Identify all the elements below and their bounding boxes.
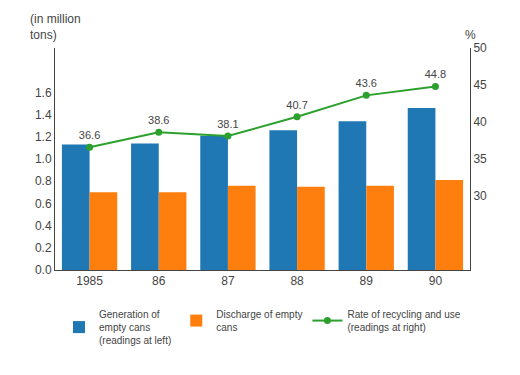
svg-text:0.2: 0.2: [35, 241, 52, 255]
svg-text:1.0: 1.0: [35, 152, 52, 166]
svg-text:40.7: 40.7: [286, 99, 307, 111]
svg-text:1.6: 1.6: [35, 86, 52, 100]
svg-text:38.1: 38.1: [217, 118, 238, 130]
svg-text:0.8: 0.8: [35, 174, 52, 188]
svg-text:36.6: 36.6: [79, 129, 100, 141]
svg-text:0.0: 0.0: [35, 263, 52, 277]
svg-text:(in milliontons): (in milliontons): [30, 12, 81, 42]
svg-text:43.6: 43.6: [356, 77, 377, 89]
svg-text:89: 89: [360, 274, 374, 288]
svg-text:%: %: [465, 28, 476, 42]
svg-text:35: 35: [473, 152, 487, 166]
svg-text:1985: 1985: [76, 274, 103, 288]
svg-text:44.8: 44.8: [425, 68, 446, 80]
svg-text:38.6: 38.6: [148, 114, 169, 126]
svg-text:88: 88: [290, 274, 304, 288]
svg-text:45: 45: [473, 78, 487, 92]
svg-text:30: 30: [473, 189, 487, 203]
svg-text:86: 86: [152, 274, 166, 288]
svg-text:40: 40: [473, 115, 487, 129]
svg-text:90: 90: [429, 274, 443, 288]
svg-text:Discharge of emptycans: Discharge of emptycans: [216, 309, 302, 333]
svg-text:0.4: 0.4: [35, 219, 52, 233]
svg-text:1.2: 1.2: [35, 130, 52, 144]
svg-text:50: 50: [473, 41, 487, 55]
svg-text:1.4: 1.4: [35, 108, 52, 122]
svg-text:87: 87: [221, 274, 235, 288]
svg-text:Rate of recycling and use(read: Rate of recycling and use(readings at ri…: [347, 309, 460, 333]
svg-text:Generation ofempty cans(readin: Generation ofempty cans(readings at left…: [99, 309, 171, 346]
svg-text:0.6: 0.6: [35, 197, 52, 211]
